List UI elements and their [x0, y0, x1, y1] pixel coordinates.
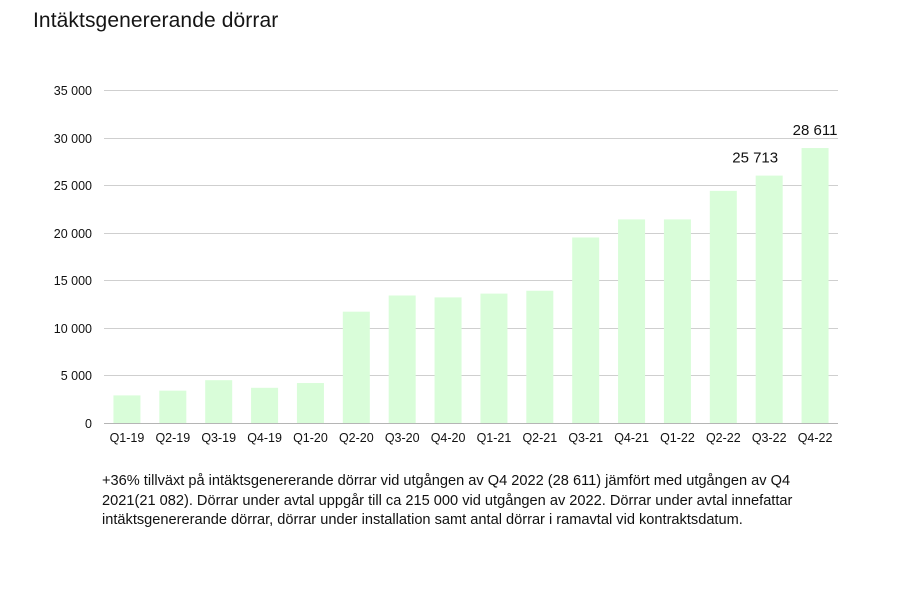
bar-q2-19 — [159, 390, 187, 423]
data-labels: 25 713 28 611 — [732, 122, 837, 167]
y-tick-label: 5 000 — [61, 369, 92, 383]
x-tick-label: Q1-21 — [477, 431, 512, 445]
y-tick-label: 35 000 — [54, 84, 92, 98]
bar-q1-21 — [480, 293, 508, 423]
x-tick-label: Q4-20 — [431, 431, 466, 445]
bar-q3-19 — [205, 380, 233, 423]
bar-q3-21 — [572, 237, 600, 423]
y-tick-label: 30 000 — [54, 132, 92, 146]
bar-q4-21 — [618, 219, 646, 423]
x-tick-label: Q2-21 — [522, 431, 557, 445]
bar-q3-20 — [388, 295, 416, 423]
chart-caption: +36% tillväxt på intäktsgenererande dörr… — [102, 473, 793, 528]
bar-q1-19 — [113, 395, 141, 423]
bar-q2-20 — [342, 311, 370, 423]
x-tick-label: Q1-22 — [660, 431, 695, 445]
x-tick-label: Q2-19 — [155, 431, 190, 445]
y-tick-label: 0 — [85, 417, 92, 431]
x-tick-label: Q2-20 — [339, 431, 374, 445]
y-axis-ticks: 0 5 000 10 000 15 000 20 000 25 000 30 000 35 0… — [54, 84, 92, 431]
x-tick-label: Q4-21 — [614, 431, 649, 445]
bar-q3-22 — [755, 175, 783, 423]
bar-q4-19 — [251, 387, 279, 423]
bar-q2-21 — [526, 290, 554, 423]
bar-q1-22 — [663, 219, 691, 423]
y-tick-label: 10 000 — [54, 322, 92, 336]
bar-q2-22 — [709, 190, 737, 423]
x-tick-label: Q1-20 — [293, 431, 328, 445]
x-tick-label: Q2-22 — [706, 431, 741, 445]
y-tick-label: 25 000 — [54, 179, 92, 193]
x-axis-ticks: Q1-19 Q2-19 Q3-19 Q4-19 Q1-20 Q2-20 Q3-20 Q4-20… — [110, 431, 833, 445]
x-tick-label: Q4-22 — [798, 431, 833, 445]
bar-chart: 0 5 000 10 000 15 000 20 000 25 000 30 000 35 0… — [54, 84, 838, 445]
bar-q1-20 — [296, 383, 324, 423]
bar-q4-20 — [434, 297, 462, 423]
data-label-q3-22: 25 713 — [732, 150, 778, 167]
x-tick-label: Q4-19 — [247, 431, 282, 445]
y-tick-label: 15 000 — [54, 274, 92, 288]
x-tick-label: Q3-21 — [568, 431, 603, 445]
chart-title: Intäktsgenererande dörrar — [33, 9, 279, 32]
x-tick-label: Q3-20 — [385, 431, 420, 445]
x-tick-label: Q3-22 — [752, 431, 787, 445]
data-label-q4-22: 28 611 — [793, 122, 838, 139]
x-tick-label: Q1-19 — [110, 431, 145, 445]
x-tick-label: Q3-19 — [201, 431, 236, 445]
bars — [113, 148, 829, 423]
y-tick-label: 20 000 — [54, 227, 92, 241]
bar-q4-22 — [801, 148, 829, 423]
